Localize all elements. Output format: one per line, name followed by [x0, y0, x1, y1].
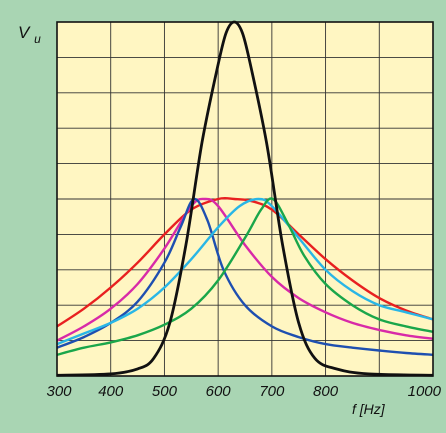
x-axis-label: f [Hz] [352, 401, 386, 417]
x-tick-label: 500 [152, 383, 178, 400]
series-line-4 [56, 197, 434, 346]
y-axis-label-subscript: u [34, 32, 41, 46]
x-tick-label: 400 [98, 383, 124, 400]
x-tick-label: 600 [206, 383, 232, 400]
x-tick-labels: 300 400 500 600 700 800 1000 [46, 383, 441, 400]
y-axis-label: V u [18, 23, 41, 46]
x-tick-label: 1000 [408, 383, 442, 400]
series-line-3 [56, 197, 434, 356]
y-axis-label-main: V [18, 23, 31, 42]
x-tick-label: 800 [313, 383, 339, 400]
series-line-5 [56, 197, 434, 356]
x-tick-label: 700 [259, 383, 285, 400]
x-tick-label: 300 [46, 383, 72, 400]
series-line-1 [56, 196, 434, 328]
series-line-2 [56, 197, 434, 342]
plot-frame [56, 21, 434, 377]
